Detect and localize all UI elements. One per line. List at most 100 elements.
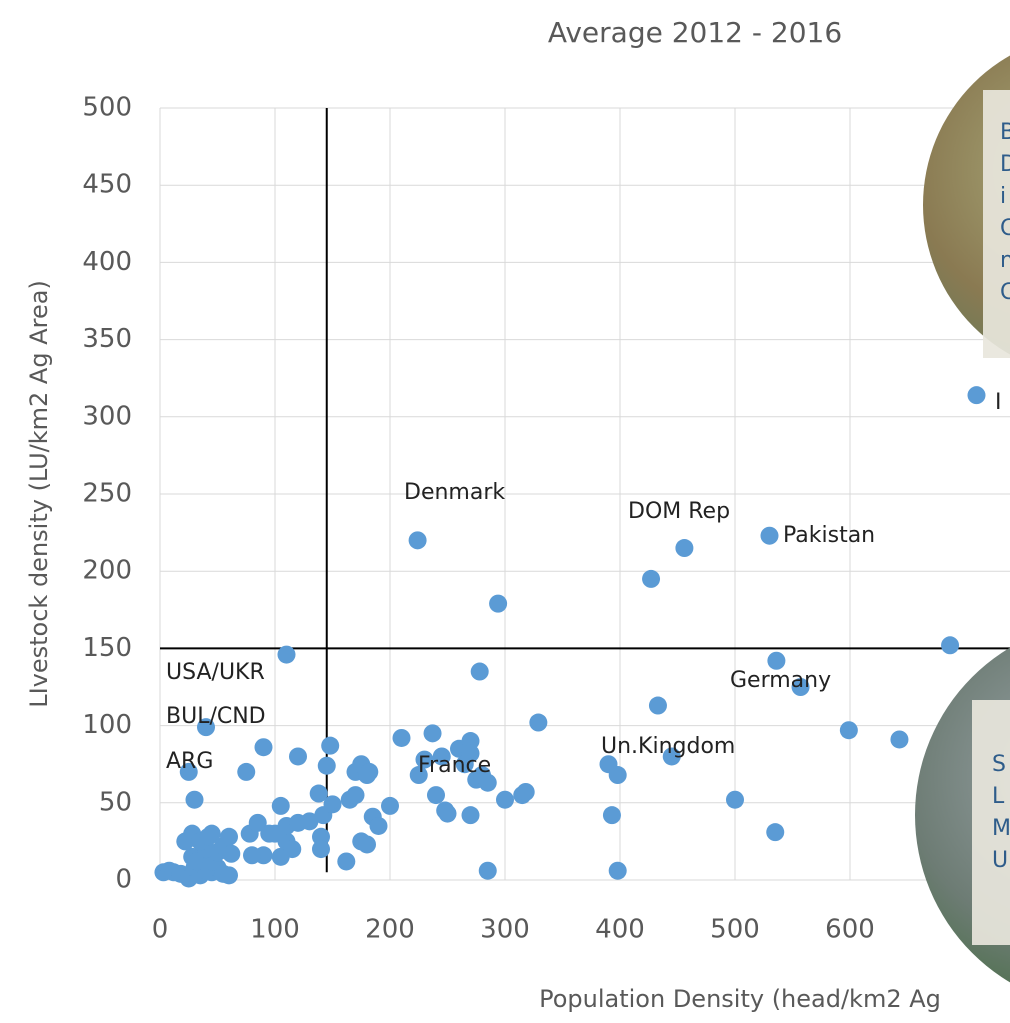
point (438, 804, 457, 823)
point (516, 782, 535, 801)
y-tick-label: 350 (82, 324, 132, 354)
point (312, 840, 330, 859)
x-tick-label: 400 (595, 915, 645, 945)
x-tick-label: 0 (152, 915, 169, 945)
point (409, 766, 428, 785)
point (890, 730, 909, 749)
point (766, 823, 785, 842)
point (489, 594, 508, 613)
point (767, 651, 786, 670)
point (248, 813, 267, 832)
point (415, 750, 434, 769)
y-tick-label: 150 (82, 633, 132, 663)
x-tick-label: 100 (250, 915, 300, 945)
point (277, 645, 296, 664)
point (360, 762, 379, 781)
point (300, 812, 319, 831)
annotation-text: C (1000, 216, 1010, 241)
point (199, 827, 218, 846)
point (648, 696, 667, 715)
point (243, 846, 261, 865)
point (478, 773, 497, 792)
point (179, 762, 198, 781)
y-tick-label: 200 (82, 556, 132, 586)
chart-title: Average 2012 - 2016 (548, 16, 842, 49)
point (496, 790, 514, 809)
point (461, 744, 480, 763)
point (323, 795, 342, 814)
point-label: Denmark (404, 480, 505, 505)
point (346, 786, 365, 805)
point (197, 718, 215, 737)
annotation-text: D (1000, 152, 1010, 177)
x-axis-label: Population Density (head/km2 Ag (539, 985, 941, 1013)
point (602, 806, 621, 825)
point (967, 386, 986, 405)
point (369, 816, 388, 835)
x-tick-label: 200 (365, 915, 415, 945)
annotation-text: B (1000, 120, 1010, 145)
annotation-text: S (992, 752, 1006, 777)
point (271, 796, 290, 815)
point-label: BUL/CND (166, 704, 266, 729)
point (187, 852, 206, 871)
point (358, 835, 376, 854)
callout-box (972, 700, 1010, 945)
point-label: Pakistan (783, 523, 875, 548)
point (839, 721, 858, 740)
annotation-text: U (992, 848, 1008, 873)
y-tick-label: 50 (99, 787, 132, 817)
point (427, 786, 445, 805)
point (185, 790, 204, 809)
point-label: USA/UKR (166, 660, 265, 685)
point (392, 728, 411, 747)
point (321, 736, 340, 755)
point (222, 844, 241, 863)
point (675, 539, 694, 558)
point (337, 852, 356, 871)
point (461, 806, 480, 825)
point (317, 756, 336, 775)
y-tick-label: 0 (115, 865, 132, 895)
point (662, 747, 681, 766)
annotation-text: n (1000, 248, 1010, 273)
y-tick-label: 100 (82, 710, 132, 740)
point (642, 569, 661, 588)
point-label: I (995, 390, 1002, 415)
point (312, 827, 330, 846)
y-tick-label: 400 (82, 247, 132, 277)
point (470, 662, 489, 681)
point (726, 790, 744, 809)
point (309, 784, 328, 803)
point (289, 747, 307, 766)
point (408, 531, 427, 550)
point-label: Germany (730, 668, 831, 693)
point (423, 724, 442, 743)
y-tick-label: 250 (82, 479, 132, 509)
point (254, 738, 273, 757)
annotation-text: C (1000, 280, 1010, 305)
point (220, 827, 238, 846)
point (478, 861, 497, 880)
point-label: Un.Kingdom (601, 734, 735, 759)
point-label: DOM Rep (628, 499, 730, 524)
annotation-text: i (1000, 184, 1006, 209)
point (381, 796, 399, 815)
point (608, 861, 627, 880)
point (941, 636, 960, 655)
y-tick-label: 450 (82, 170, 132, 200)
plot-area: 0 50 100 150 200 250 300 350 400 450 500 0 100 200 300… (82, 93, 1010, 945)
point (432, 747, 451, 766)
point (760, 526, 779, 545)
point (220, 866, 238, 885)
point (461, 732, 480, 751)
point (608, 766, 627, 785)
y-axis-label: LIvestock density (LU/km2 Ag Area) (25, 280, 53, 708)
x-tick-label: 300 (480, 915, 530, 945)
x-tick-label: 500 (710, 915, 760, 945)
point (283, 840, 302, 859)
point (260, 824, 279, 843)
point-label: France (418, 753, 491, 778)
